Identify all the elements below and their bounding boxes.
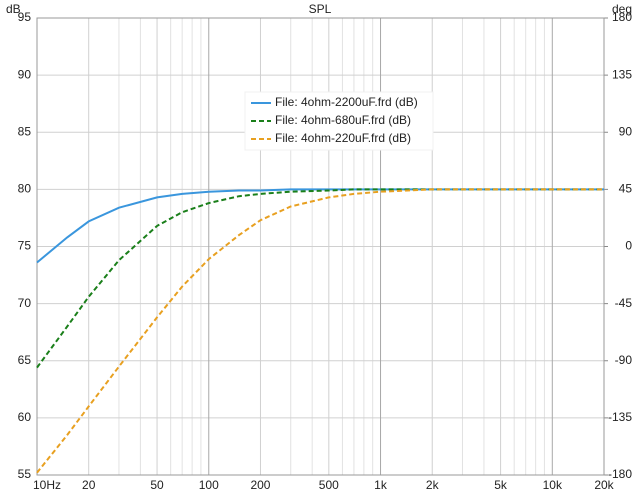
y-tick-label: 65 [18,353,32,367]
x-tick-label: 10Hz [33,478,61,491]
x-tick-label: 2k [426,478,440,491]
legend-label: File: 4ohm-2200uF.frd (dB) [275,95,418,109]
y-tick-label: 85 [18,124,32,138]
y-tick-label: 95 [18,10,32,24]
y2-tick-label: 45 [619,182,633,196]
y2-axis-label: deg [612,2,632,16]
y2-tick-label: 90 [619,124,633,138]
legend-box [244,91,434,151]
x-tick-label: 50 [150,478,164,491]
x-tick-label: 1k [374,478,388,491]
x-tick-label: 200 [250,478,270,491]
y-tick-label: 55 [18,467,32,481]
y2-tick-label: -135 [608,410,632,424]
y2-tick-label: -180 [608,467,632,481]
x-tick-label: 20k [594,478,614,491]
y2-tick-label: 180 [612,10,632,24]
series-line [36,188,604,474]
y-tick-label: 80 [18,182,32,196]
x-tick-label: 5k [494,478,508,491]
y-axis-label: dB [6,2,21,16]
legend-label: File: 4ohm-220uF.frd (dB) [275,131,411,145]
y-tick-label: 60 [18,410,32,424]
chart-title: SPL [309,2,332,16]
y2-tick-label: 135 [612,67,632,81]
x-tick-label: 10k [543,478,563,491]
x-tick-label: 500 [319,478,339,491]
x-tick-label: 100 [199,478,219,491]
y-tick-label: 75 [18,239,32,253]
y2-tick-label: -90 [615,353,633,367]
y-tick-label: 90 [18,67,32,81]
y-tick-label: 70 [18,296,32,310]
legend-label: File: 4ohm-680uF.frd (dB) [275,113,411,127]
x-tick-label: 20 [82,478,96,491]
y2-tick-label: -45 [615,296,633,310]
plot-frame [36,17,605,476]
y2-tick-label: 0 [625,239,632,253]
